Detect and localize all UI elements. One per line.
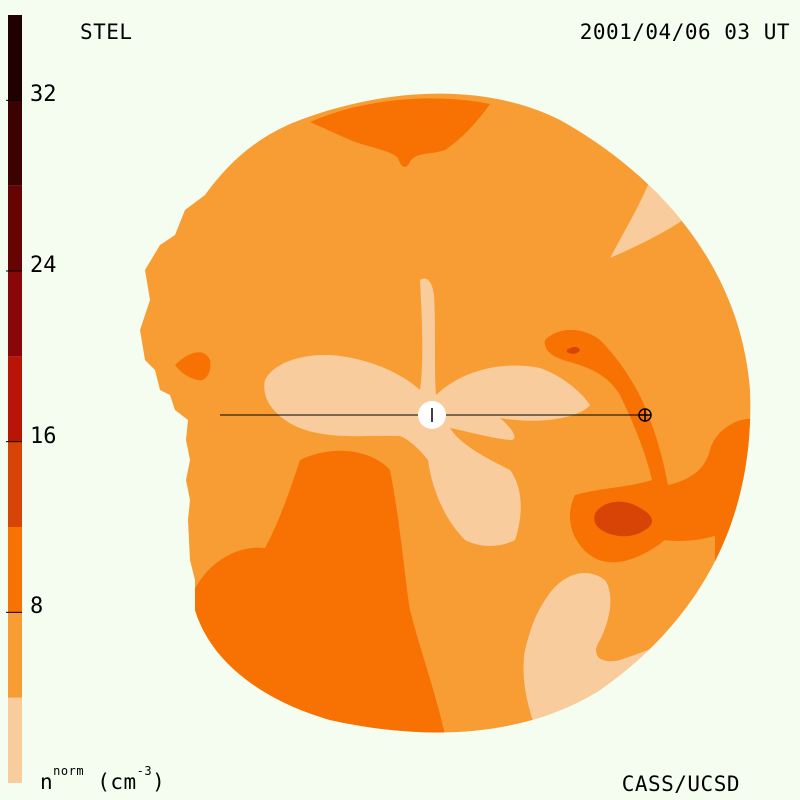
density-region-top <box>310 98 490 167</box>
colorbar-tick-label: 16 <box>30 423 57 449</box>
quantity-symbol: n <box>40 770 54 794</box>
earth-icon <box>638 408 652 422</box>
colorbar-tick-label: 24 <box>30 253 57 278</box>
credit-label: CASS/UCSD <box>621 772 740 796</box>
density-region-west-blob <box>175 352 211 381</box>
colorbar <box>6 15 22 783</box>
unit-close: ) <box>152 770 166 794</box>
density-region-east-arc <box>544 329 751 563</box>
density-region-east-spot <box>567 347 580 354</box>
colorbar-unit-label: nnorm (cm-3) <box>40 764 166 794</box>
colorbar-segment <box>8 356 22 442</box>
density-region-east-peak <box>594 501 652 537</box>
quantity-superscript: norm <box>53 764 85 778</box>
colorbar-tick-label: 32 <box>30 82 57 108</box>
station-label: STEL <box>80 20 133 44</box>
timestamp: 2001/04/06 03 UT <box>579 20 790 44</box>
colorbar-segment <box>8 527 22 613</box>
density-disk <box>140 93 751 733</box>
density-region-southeast-dark <box>715 520 751 604</box>
colorbar-segment <box>8 612 22 698</box>
colorbar-segment <box>8 441 22 527</box>
colorbar-segment <box>8 697 22 783</box>
density-region-southwest <box>190 450 445 733</box>
colorbar-segment <box>8 100 22 186</box>
colorbar-segment <box>8 15 22 101</box>
colorbar-tick-label: 8 <box>30 594 44 620</box>
colorbar-segment <box>8 185 22 271</box>
unit-open: (cm <box>84 770 137 794</box>
colorbar-segment <box>8 271 22 357</box>
unit-exponent: -3 <box>136 764 153 778</box>
